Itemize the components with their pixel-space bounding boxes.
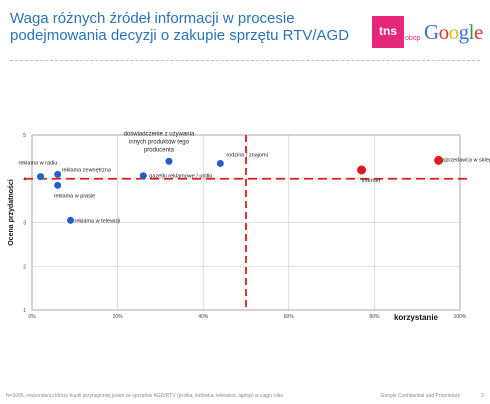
data-point-label: rodzina / znajomi — [226, 152, 268, 158]
x-axis-label: korzystanie — [394, 313, 439, 322]
x-tick-label: 40% — [198, 314, 209, 320]
x-tick-label: 0% — [28, 314, 36, 320]
title-divider — [10, 60, 480, 61]
data-point-label: Internet — [362, 178, 381, 184]
data-point-label: reklama w radiu — [19, 161, 58, 167]
google-logo-letter: e — [474, 20, 483, 44]
data-point — [357, 165, 367, 175]
data-point — [139, 172, 147, 180]
slide-title: Waga różnych źródeł informacji w procesi… — [10, 10, 370, 44]
data-point — [54, 170, 62, 178]
data-point — [67, 216, 75, 224]
data-point-label: innych produktów tego — [129, 139, 190, 145]
google-logo: Google — [424, 20, 483, 45]
x-tick-label: 100% — [454, 314, 467, 320]
x-tick-label: 20% — [113, 314, 124, 320]
x-tick-label: 60% — [284, 314, 295, 320]
footer-confidential: Google Confidential and Proprietary — [380, 393, 461, 399]
google-logo-letter: o — [448, 20, 460, 44]
data-point — [165, 157, 173, 165]
tns-logo: tns — [372, 16, 404, 48]
y-tick-label: 4 — [23, 177, 26, 183]
data-point-label: doświadczenie z używania — [124, 131, 195, 137]
data-point — [37, 173, 45, 181]
google-logo-letter: g — [458, 20, 470, 44]
brand-logos: tns obop Google — [372, 16, 483, 50]
data-point — [434, 155, 444, 165]
y-tick-label: 1 — [23, 308, 26, 314]
y-tick-label: 3 — [23, 221, 26, 227]
obop-logo: obop — [405, 35, 421, 42]
data-point — [216, 159, 224, 167]
data-point-label: reklama zewnętrzna — [62, 167, 112, 173]
scatter-chart: 0% 20% 40% 60% 80% 100% 1 2 3 4 5 korzystanie Ocena … — [0, 120, 490, 330]
data-point — [54, 181, 62, 189]
slide-title-line-2: podejmowania decyzji o zakupie sprzętu R… — [10, 27, 350, 44]
y-tick-label: 5 — [23, 133, 26, 139]
scatter-chart-svg: 0% 20% 40% 60% 80% 100% 1 2 3 4 5 korzystanie Ocena … — [8, 131, 490, 322]
slide-title-line-1: Waga różnych źródeł informacji w procesi… — [10, 10, 295, 27]
data-point-label: gazetki reklamowe / ulotki — [149, 174, 212, 180]
footer-note: N=1005, respondenci którzy kupili przyna… — [6, 393, 284, 399]
x-tick-label: 80% — [369, 314, 380, 320]
data-point-label: reklama w prasie — [54, 193, 96, 199]
y-tick-label: 2 — [23, 264, 26, 270]
google-logo-letter: o — [438, 20, 450, 44]
data-point-label: sprzedawca w sklepie — [443, 157, 490, 163]
page-number: 2 — [481, 393, 484, 399]
y-axis-label: Ocena przydatności — [8, 179, 15, 246]
data-point-label: producenta — [144, 147, 175, 153]
google-logo-letter: G — [424, 20, 439, 44]
google-logo-letter: l — [468, 20, 475, 44]
data-point-label: reklama w telewizji — [75, 218, 121, 224]
